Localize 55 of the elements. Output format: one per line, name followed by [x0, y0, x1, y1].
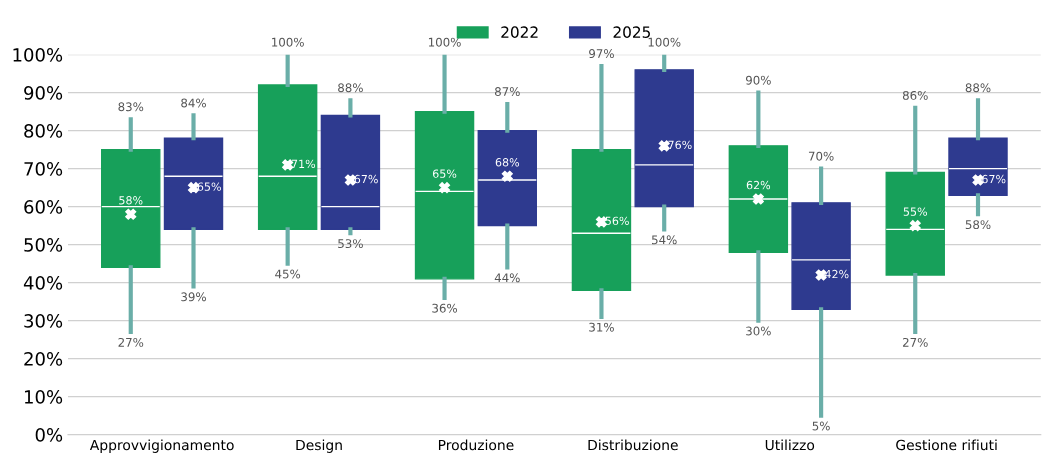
text: 100%: [428, 37, 461, 47]
annotation: 68%: [495, 158, 520, 167]
y-tick-label: 80%: [24, 124, 63, 138]
annotation: 90%: [745, 75, 771, 85]
annotation: 53%: [338, 239, 363, 249]
y-tick-label: 0%: [35, 428, 63, 442]
annotation: 58%: [965, 220, 991, 230]
y-tick-label: 10%: [24, 390, 63, 404]
legend-label: 2022: [501, 26, 538, 38]
annotation: 65%: [432, 169, 457, 178]
y-tick-label: 60%: [24, 200, 63, 214]
annotation: 71%: [291, 159, 316, 169]
annotation: 42%: [825, 269, 849, 279]
annotation: 58%: [119, 196, 143, 205]
annotation: 67%: [354, 174, 378, 184]
y-tick-label: 30%: [24, 314, 63, 328]
annotation: 5%: [812, 421, 830, 431]
x-tick-label: Distribuzione: [588, 439, 678, 451]
annotation: 30%: [746, 326, 771, 336]
annotation: 87%: [494, 87, 520, 97]
annotation: 55%: [903, 207, 927, 216]
annotation: 76%: [668, 140, 692, 150]
y-tick-label: 50%: [24, 238, 63, 252]
annotation: 27%: [903, 337, 928, 347]
y-tick-label: 20%: [24, 352, 63, 366]
annotation: 83%: [118, 102, 144, 112]
annotation: 67%: [982, 174, 1006, 184]
y-tick-label: 70%: [24, 162, 63, 176]
x-tick-label: Approvvigionamento: [89, 439, 234, 453]
legend-label: 2025: [613, 26, 650, 38]
annotation: 36%: [432, 303, 458, 313]
y-tick-label: 40%: [23, 276, 63, 290]
y-tick-label: 100%: [13, 48, 63, 62]
x-tick-label: Gestione rifiuti: [896, 439, 997, 451]
annotation: 54%: [652, 235, 677, 245]
annotation: 62%: [746, 180, 771, 190]
annotation: 27%: [118, 337, 144, 347]
annotation: 31%: [589, 322, 614, 332]
annotation: 88%: [965, 83, 991, 93]
y-tick-label: 90%: [24, 86, 63, 100]
x-tick-label: Design: [296, 439, 342, 453]
text: 100%: [272, 37, 304, 47]
text: 100%: [648, 37, 681, 47]
annotation: 70%: [808, 151, 834, 161]
annotation: 86%: [902, 90, 928, 100]
annotation: 45%: [275, 269, 301, 279]
annotation: 44%: [494, 273, 520, 283]
annotation: 97%: [589, 49, 614, 59]
annotation: 84%: [181, 98, 206, 108]
x-tick-label: Utilizzo: [765, 439, 815, 451]
annotation: 56%: [605, 216, 629, 226]
annotation: 65%: [197, 182, 221, 191]
annotation: 39%: [181, 292, 206, 302]
x-tick-label: Produzione: [438, 439, 514, 451]
annotation: 88%: [338, 83, 363, 93]
